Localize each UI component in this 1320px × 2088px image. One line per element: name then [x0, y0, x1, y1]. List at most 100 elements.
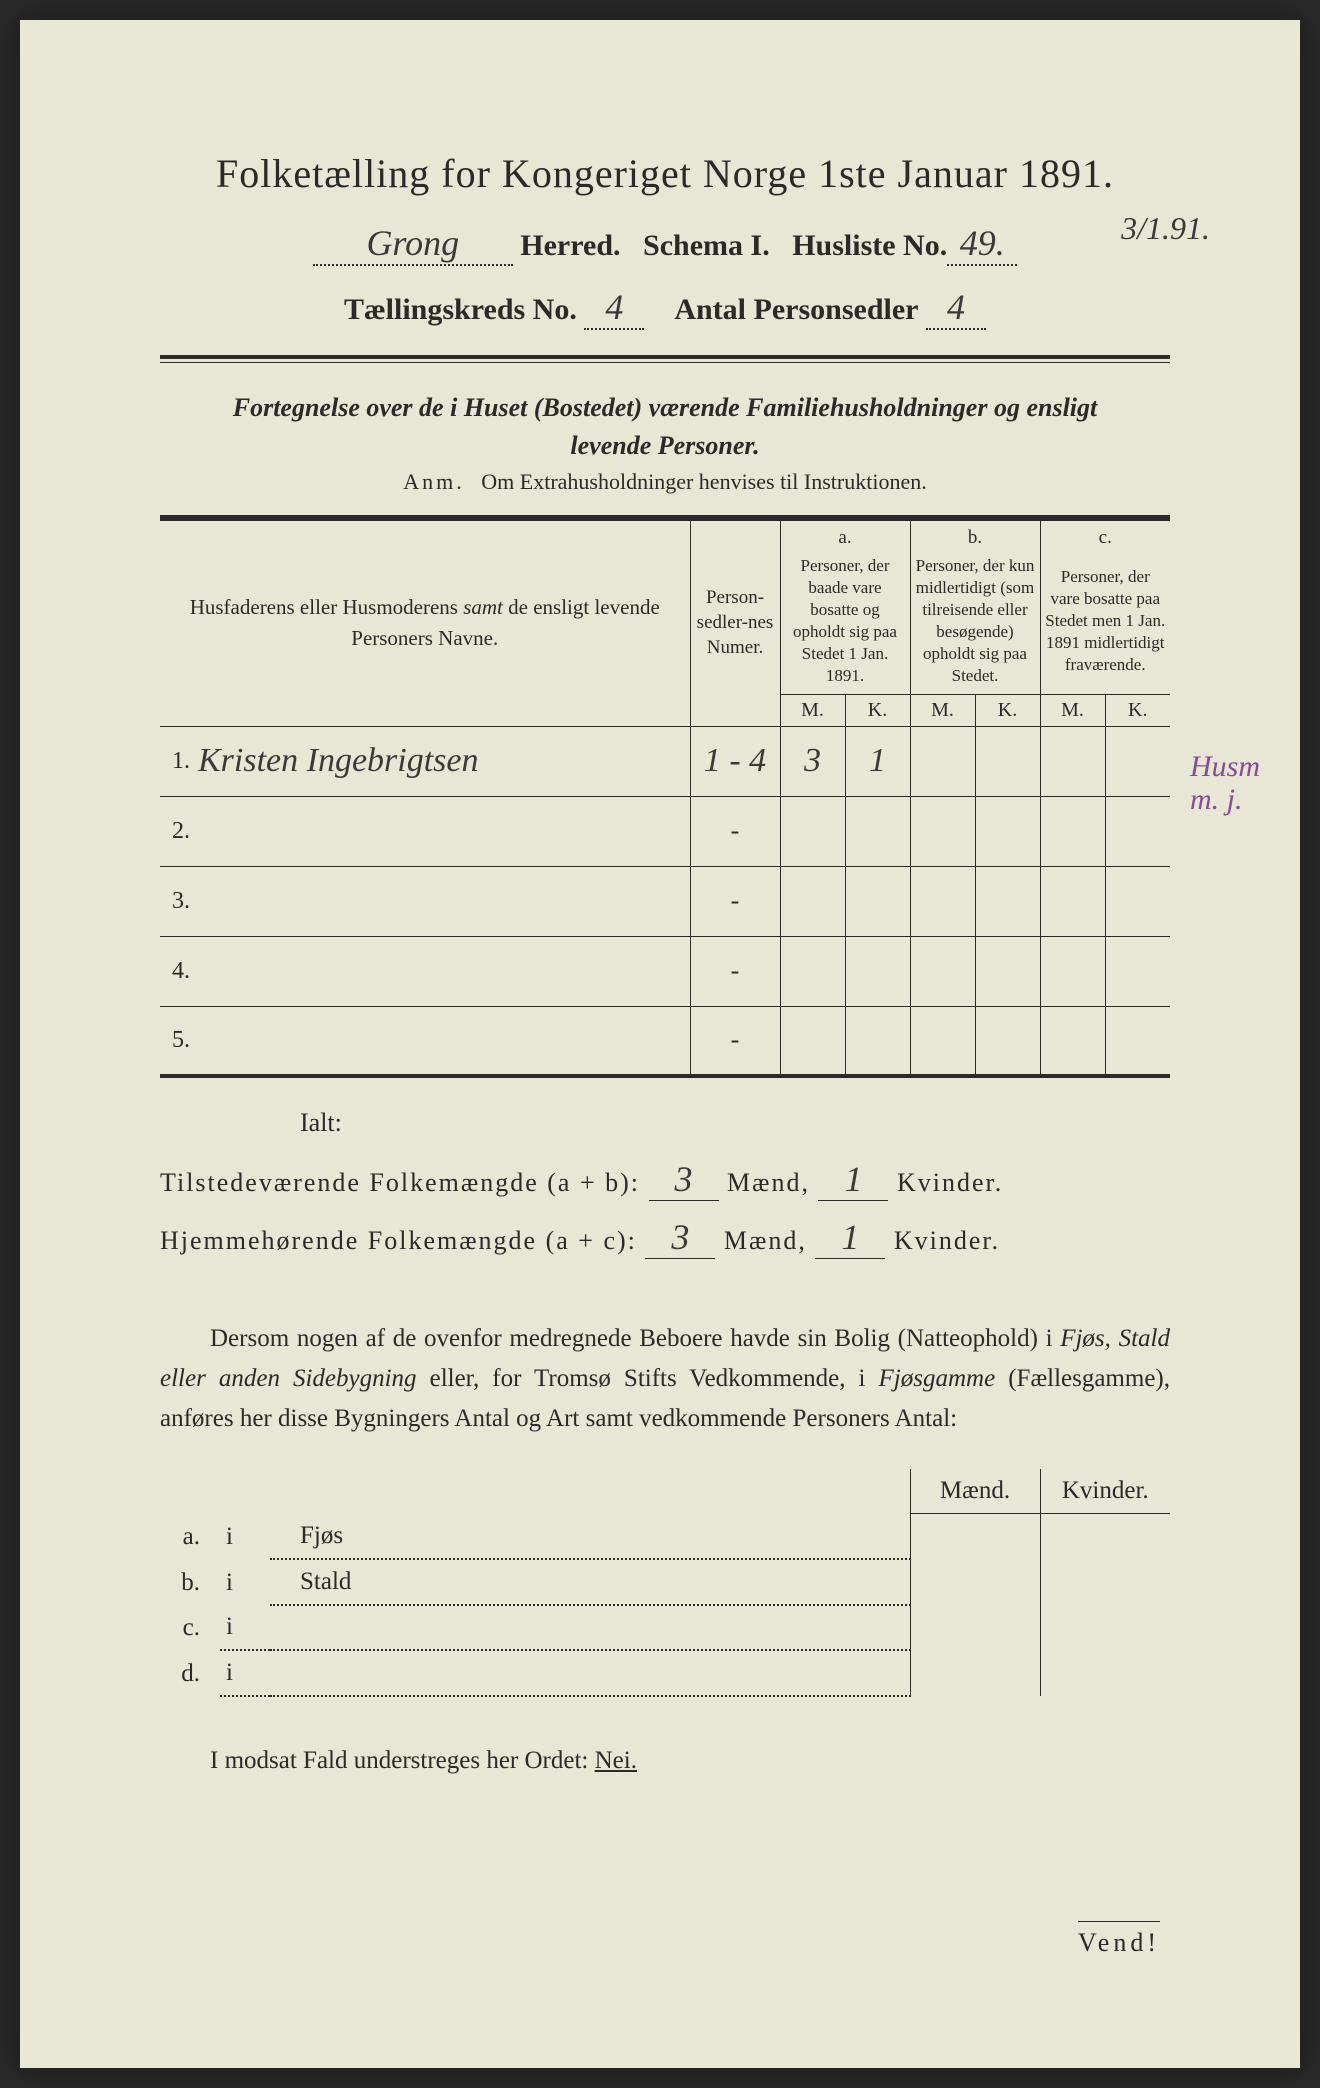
- sidebyg-row: b. i Stald: [160, 1559, 1170, 1605]
- divider-1: [160, 355, 1170, 363]
- nei-line: I modsat Fald understreges her Ordet: Ne…: [210, 1747, 1170, 1775]
- row-num: 2.: [160, 796, 194, 866]
- row-name: [194, 796, 690, 866]
- mk-a-k: K.: [845, 694, 910, 726]
- sidebyg-m: [910, 1650, 1040, 1696]
- row-bm: [910, 796, 975, 866]
- row-name: Kristen Ingebrigtsen: [194, 726, 690, 796]
- mk-b-m: M.: [910, 694, 975, 726]
- summary-1-m: 3: [649, 1158, 719, 1201]
- table-row: 3. -: [160, 866, 1170, 936]
- main-table: Husfaderens eller Husmoderens samt de en…: [160, 517, 1170, 1078]
- subtitle-1: Fortegnelse over de i Huset (Bostedet) v…: [160, 393, 1170, 423]
- row-am: [780, 1006, 845, 1076]
- anm-line: Anm. Om Extrahusholdninger henvises til …: [160, 469, 1170, 495]
- ialt-label: Ialt:: [300, 1108, 1170, 1138]
- row-ak: [845, 796, 910, 866]
- row-am: 3: [780, 726, 845, 796]
- sidebyg-label: [270, 1650, 910, 1696]
- row-ck: [1105, 796, 1170, 866]
- sidebyg-label: [270, 1605, 910, 1650]
- sidebyg-header: Mænd. Kvinder.: [160, 1469, 1170, 1514]
- row-bm: [910, 936, 975, 1006]
- row-pnum: -: [690, 1006, 780, 1076]
- row-cm: [1040, 866, 1105, 936]
- sidebyg-kvinder: Kvinder.: [1040, 1469, 1170, 1514]
- mk-b-k: K.: [975, 694, 1040, 726]
- sidebyg-i: i: [220, 1559, 270, 1605]
- mk-c-k: K.: [1105, 694, 1170, 726]
- row-num: 3.: [160, 866, 194, 936]
- sidebyg-a: c.: [160, 1605, 220, 1650]
- row-num: 1.: [160, 726, 194, 796]
- row-cm: [1040, 726, 1105, 796]
- sidebyg-row: c. i: [160, 1605, 1170, 1650]
- sidebyg-m: [910, 1514, 1040, 1559]
- antal-field: 4: [926, 286, 986, 330]
- sidebyg-a: b.: [160, 1559, 220, 1605]
- row-num: 4.: [160, 936, 194, 1006]
- antal-value: 4: [947, 287, 965, 327]
- row-ck: [1105, 936, 1170, 1006]
- mk-c-m: M.: [1040, 694, 1105, 726]
- col-num-header: Person-sedler-nes Numer.: [690, 519, 780, 726]
- header-line-3: Tællingskreds No. 4 Antal Personsedler 4: [160, 286, 1170, 330]
- sidebyg-i: i: [220, 1650, 270, 1696]
- schema-label: Schema I.: [643, 229, 770, 262]
- antal-label: Antal Personsedler: [674, 293, 918, 326]
- row-ck: [1105, 1006, 1170, 1076]
- row-ak: [845, 866, 910, 936]
- herred-field: Grong: [313, 222, 513, 266]
- row-name: [194, 1006, 690, 1076]
- sidebyg-label: Fjøs: [270, 1514, 910, 1559]
- herred-value: Grong: [366, 223, 459, 263]
- sidebyg-row: a. i Fjøs: [160, 1514, 1170, 1559]
- vend-label: Vend!: [1078, 1921, 1160, 1958]
- kreds-label: Tællingskreds No.: [344, 293, 577, 326]
- sidebyg-a: a.: [160, 1514, 220, 1559]
- row-am: [780, 796, 845, 866]
- col-c-label: c.: [1040, 519, 1170, 549]
- anm-label: Anm.: [403, 469, 465, 494]
- row-ak: [845, 1006, 910, 1076]
- maend-label: Mænd,: [727, 1168, 810, 1197]
- sidebyg-table: Mænd. Kvinder. a. i Fjøs b. i Stald c. i…: [160, 1469, 1170, 1697]
- census-form-page: Folketælling for Kongeriget Norge 1ste J…: [20, 20, 1300, 2068]
- kvinder-label: Kvinder.: [897, 1168, 1003, 1197]
- col-b-label: b.: [910, 519, 1040, 549]
- sidebyg-i: i: [220, 1514, 270, 1559]
- row-ck: [1105, 866, 1170, 936]
- nei-word: Nei.: [595, 1747, 637, 1774]
- row-name: [194, 936, 690, 1006]
- sidebyg-row: d. i: [160, 1650, 1170, 1696]
- summary-row-1: Tilstedeværende Folkemængde (a + b): 3 M…: [160, 1158, 1170, 1201]
- sidebyg-k: [1040, 1605, 1170, 1650]
- col-a-label: a.: [780, 519, 910, 549]
- row-am: [780, 936, 845, 1006]
- sidebyg-a: d.: [160, 1650, 220, 1696]
- row-cm: [1040, 796, 1105, 866]
- margin-note: Husm m. j.: [1190, 750, 1260, 816]
- summary-2-label: Hjemmehørende Folkemængde (a + c):: [160, 1226, 637, 1255]
- row-pnum: -: [690, 796, 780, 866]
- husliste-label: Husliste No.: [792, 229, 947, 262]
- row-bk: [975, 936, 1040, 1006]
- date-stamp: 3/1.91.: [1121, 210, 1210, 247]
- husliste-value: 49.: [947, 222, 1017, 266]
- row-cm: [1040, 1006, 1105, 1076]
- sidebyg-m: [910, 1559, 1040, 1605]
- summary-row-2: Hjemmehørende Folkemængde (a + c): 3 Mæn…: [160, 1216, 1170, 1259]
- col-a-header: Personer, der baade vare bosatte og opho…: [780, 549, 910, 694]
- sidebyg-k: [1040, 1514, 1170, 1559]
- row-bm: [910, 866, 975, 936]
- summary-1-k: 1: [818, 1158, 888, 1201]
- row-bk: [975, 1006, 1040, 1076]
- row-num: 5.: [160, 1006, 194, 1076]
- sidebyg-m: [910, 1605, 1040, 1650]
- row-ak: [845, 936, 910, 1006]
- summary-1-label: Tilstedeværende Folkemængde (a + b):: [160, 1168, 640, 1197]
- row-bk: [975, 866, 1040, 936]
- row-pnum: -: [690, 866, 780, 936]
- maend-label: Mænd,: [724, 1226, 807, 1255]
- sidebyg-label: Stald: [270, 1559, 910, 1605]
